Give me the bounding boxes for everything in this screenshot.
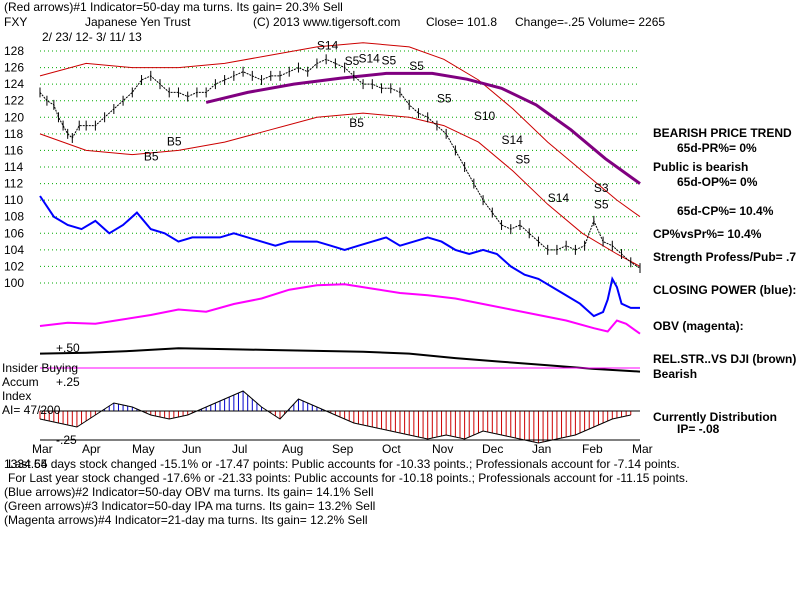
footer-line1: Last 65 days stock changed -15.1% or -17…	[8, 457, 680, 471]
y-tick-112: 112	[4, 177, 23, 191]
accum-index-ma	[39, 390, 631, 444]
security-name: Japanese Yen Trust	[85, 15, 191, 29]
ma50-line	[205, 71, 641, 185]
signal-s3: S3	[594, 181, 609, 195]
y-tick-104: 104	[4, 243, 24, 257]
y-tick-118: 118	[4, 127, 23, 141]
label-accum: Accum	[2, 375, 39, 389]
y-tick-124: 124	[4, 77, 24, 91]
footer-line4: (Green arrows)#3 Indicator=50-day IPA ma…	[4, 499, 376, 513]
y-tick-122: 122	[4, 94, 24, 108]
month-label: Sep	[332, 442, 354, 456]
price-bars	[39, 54, 641, 274]
sidebar-ip: IP= -.08	[677, 422, 720, 436]
y-tick-126: 126	[4, 61, 24, 75]
ticker: FXY	[4, 15, 28, 29]
obv-group	[39, 283, 641, 335]
closing-power-line	[39, 195, 640, 318]
month-label: Apr	[82, 442, 101, 456]
y-tick-110: 110	[4, 193, 23, 207]
footer-line3: (Blue arrows)#2 Indicator=50-day OBV ma …	[4, 485, 374, 499]
sidebar-op: 65d-OP%= 0%	[677, 175, 758, 189]
month-label: Jan	[532, 442, 551, 456]
closing-power-group	[39, 195, 640, 318]
copyright: (C) 2013 www.tigersoft.com	[253, 15, 401, 29]
footer-line2: For Last year stock changed -17.6% or -2…	[8, 471, 689, 485]
month-label: Jun	[182, 442, 201, 456]
sidebar-obv: OBV (magenta):	[653, 319, 744, 333]
sidebar-strength: Strength Profess/Pub= .7	[653, 250, 797, 264]
month-label: Mar	[632, 442, 653, 456]
sidebar-bearish: Bearish	[653, 367, 698, 381]
signal-s5: S5	[409, 59, 424, 73]
label-insider: Insider Buying	[2, 361, 79, 375]
signal-s10: S10	[474, 109, 496, 123]
ma50-line-group	[205, 71, 641, 185]
y-tick-114: 114	[4, 160, 23, 174]
y-tick-116: 116	[4, 143, 23, 157]
month-label: Dec	[482, 442, 503, 456]
signal-s5: S5	[594, 197, 609, 211]
month-label: Oct	[382, 442, 401, 456]
sidebar-cpvspr: CP%vsPr%= 10.4%	[653, 227, 762, 241]
relstr-line	[39, 347, 641, 373]
signal-s14: S14	[548, 191, 570, 205]
month-label: Nov	[432, 442, 453, 456]
y-tick-106: 106	[4, 226, 24, 240]
signal-s14: S14	[358, 52, 380, 66]
label-plus50: +.50	[56, 341, 80, 355]
signal-s5: S5	[515, 153, 530, 167]
sidebar-relstr: REL.STR..VS DJI (brown)	[653, 352, 797, 366]
header-indicator-1: (Red arrows)#1 Indicator=50-day ma turns…	[4, 0, 343, 14]
signal-b5: B5	[349, 116, 364, 130]
obv-line	[39, 283, 641, 335]
bollinger-bands	[39, 42, 641, 267]
signal-b5: B5	[144, 149, 159, 163]
signal-s5: S5	[382, 53, 397, 67]
close-value: Close= 101.8	[426, 15, 498, 29]
y-tick-102: 102	[4, 259, 24, 273]
sidebar-closing-power: CLOSING POWER (blue):	[653, 283, 797, 297]
y-tick-128: 128	[4, 44, 24, 58]
y-tick-100: 100	[4, 276, 24, 290]
footer-line5: (Magenta arrows)#4 Indicator=21-day ma t…	[4, 513, 368, 527]
label-minus25: -.25	[56, 433, 77, 447]
signal-s14: S14	[317, 38, 339, 52]
footer-prefix: 1334.54	[4, 457, 48, 471]
date-range: 2/ 23/ 12- 3/ 11/ 13	[42, 30, 142, 44]
y-tick-120: 120	[4, 110, 24, 124]
sidebar-pr: 65d-PR%= 0%	[677, 141, 757, 155]
signal-b5: B5	[167, 134, 182, 148]
signal-s14: S14	[502, 133, 524, 147]
sidebar-trend: BEARISH PRICE TREND	[653, 126, 792, 140]
sidebar-public: Public is bearish	[653, 160, 749, 174]
signal-s5: S5	[437, 91, 452, 105]
change-value: Change=-.25	[515, 15, 585, 29]
y-tick-108: 108	[4, 210, 24, 224]
sidebar-distribution: Currently Distribution	[653, 410, 778, 424]
month-label: Feb	[582, 442, 603, 456]
price-line	[39, 58, 641, 269]
accum-index-panel	[39, 390, 632, 444]
label-ai: AI= 47/200	[2, 403, 61, 417]
month-axis: Mar Apr May Jun Jul Aug Sep Oct Nov Dec Jan Feb Mar	[32, 442, 653, 456]
month-label: Mar	[32, 442, 53, 456]
relstr-group	[39, 347, 641, 373]
month-label: Aug	[282, 442, 303, 456]
lower-band-line	[39, 112, 641, 267]
label-plus25: +.25	[56, 375, 80, 389]
month-label: May	[132, 442, 155, 456]
volume-value: Volume= 2265	[588, 15, 666, 29]
signal-s5: S5	[345, 54, 360, 68]
label-index: Index	[2, 389, 32, 403]
upper-band-line	[39, 42, 641, 218]
sidebar-cp: 65d-CP%= 10.4%	[677, 204, 774, 218]
price-y-axis: 128 126 124 122 120 118 116 114 112 110 108 106 104 1…	[4, 44, 24, 290]
month-label: Jul	[232, 442, 247, 456]
